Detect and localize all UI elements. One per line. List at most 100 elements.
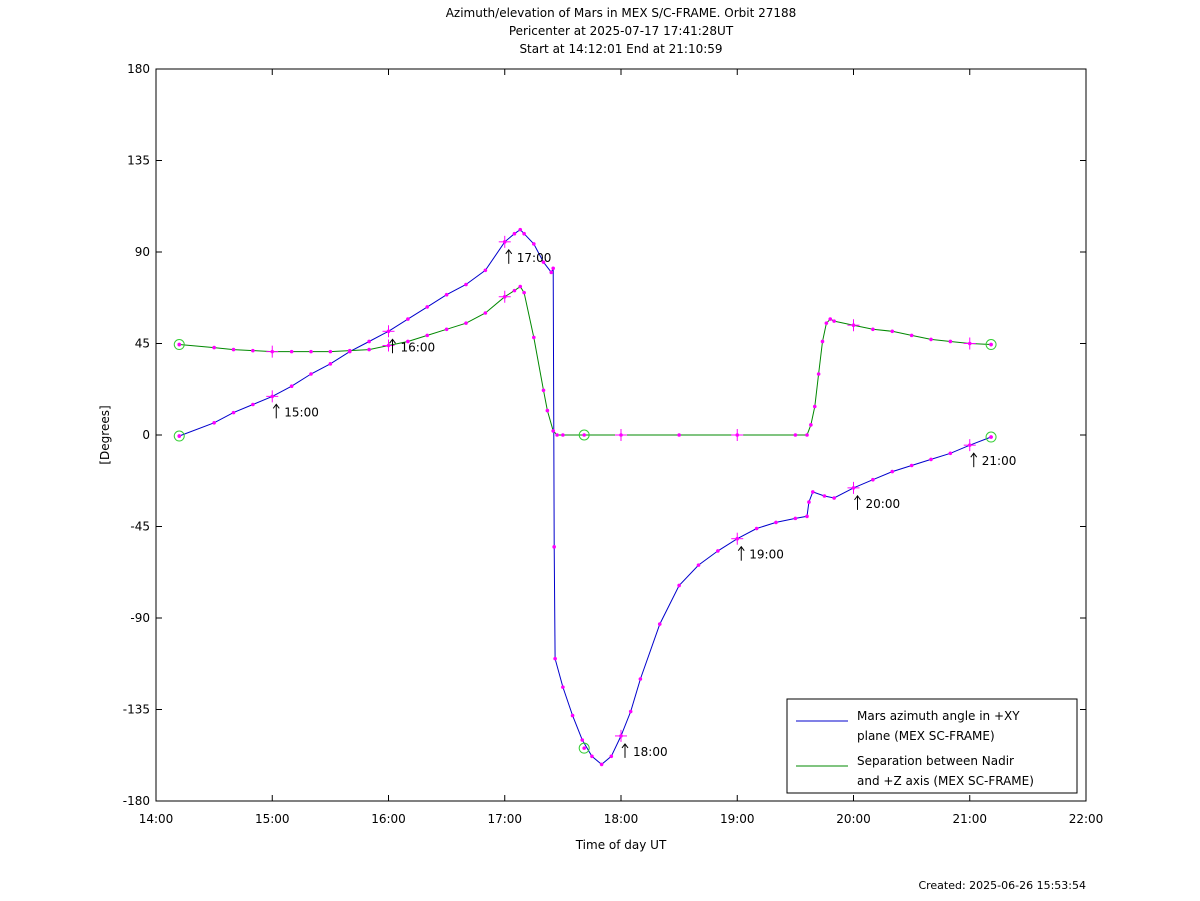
data-point	[518, 227, 523, 232]
data-point	[909, 463, 914, 468]
annotation-arrow-head	[970, 452, 978, 458]
data-point	[890, 329, 895, 334]
legend: Mars azimuth angle in +XY plane (MEX SC-F…	[786, 698, 1078, 794]
data-point	[522, 290, 526, 295]
annotation-arrow-head	[272, 403, 280, 409]
data-point	[532, 242, 536, 246]
y-tick-label: -180	[123, 794, 150, 808]
circle-marker	[173, 430, 185, 442]
data-point	[807, 500, 811, 504]
plus-marker	[615, 429, 627, 441]
chart-title-line: Azimuth/elevation of Mars in MEX S/C-FRA…	[446, 6, 797, 20]
x-tick-label: 15:00	[255, 812, 290, 826]
data-point	[822, 494, 827, 498]
time-annotation: 15:00	[272, 403, 319, 419]
data-point	[518, 284, 523, 289]
data-point	[657, 622, 662, 626]
data-point	[871, 327, 875, 332]
circle-marker	[985, 431, 997, 443]
data-point	[212, 345, 216, 350]
plus-marker	[266, 390, 279, 403]
data-point	[551, 266, 555, 271]
data-point	[793, 433, 798, 437]
chart-title: Azimuth/elevation of Mars in MEX S/C-FRA…	[446, 6, 797, 56]
data-point	[555, 433, 559, 437]
data-point	[599, 762, 604, 767]
annotation-arrow-head	[505, 248, 513, 255]
data-point	[909, 333, 914, 338]
y-tick-label: 45	[135, 337, 150, 351]
time-annotation: 20:00	[854, 495, 901, 511]
legend-label: plane (MEX SC-FRAME)	[857, 729, 995, 743]
annotation-label: 19:00	[749, 548, 784, 562]
chart-title-line: Pericenter at 2025-07-17 17:41:28UT	[509, 24, 734, 38]
data-point	[483, 268, 488, 273]
data-point	[628, 709, 633, 714]
data-point	[289, 349, 294, 354]
data-point	[570, 713, 575, 718]
x-tick-label: 14:00	[139, 812, 174, 826]
circle-marker	[985, 339, 997, 351]
data-point	[425, 333, 430, 338]
data-point	[367, 347, 371, 352]
data-point	[425, 305, 430, 309]
data-point	[561, 433, 565, 437]
data-point	[948, 451, 953, 456]
circle-marker-center	[989, 342, 993, 347]
data-point	[541, 260, 546, 264]
x-tick-label: 19:00	[720, 812, 755, 826]
annotation-label: 16:00	[401, 340, 436, 354]
data-point	[541, 388, 546, 393]
annotation-arrow-head	[854, 495, 861, 501]
x-tick-label: 20:00	[836, 812, 871, 826]
annotation-label: 20:00	[866, 497, 901, 511]
data-point	[553, 656, 557, 661]
plus-marker	[266, 345, 279, 358]
chart-title-line: Start at 14:12:01 End at 21:10:59	[519, 42, 722, 56]
data-point	[444, 292, 449, 297]
x-tick-label: 22:00	[1069, 812, 1104, 826]
data-point	[231, 347, 236, 352]
circle-marker	[578, 742, 590, 754]
y-axis: 180 135 90 45 0 -45 -90 -135 -180	[123, 62, 1086, 808]
data-point	[545, 408, 550, 413]
data-point	[805, 514, 809, 519]
data-point	[812, 404, 817, 409]
data-point	[251, 348, 255, 353]
plus-marker	[963, 439, 976, 452]
plus-marker	[498, 235, 511, 248]
data-point	[464, 282, 468, 287]
circle-marker-center	[177, 434, 182, 438]
data-point	[793, 516, 798, 521]
y-tick-label: -90	[130, 611, 150, 625]
separation-series-line	[179, 285, 992, 436]
data-point	[367, 339, 371, 344]
time-annotation: 18:00	[621, 743, 668, 759]
data-point	[328, 349, 333, 354]
time-annotation: 21:00	[970, 452, 1016, 468]
plus-marker	[615, 729, 627, 742]
data-point	[774, 520, 778, 525]
data-point	[716, 549, 720, 553]
data-point	[512, 288, 517, 293]
annotation-label: 18:00	[633, 745, 668, 759]
plus-marker	[847, 481, 860, 494]
data-point	[948, 339, 953, 344]
data-point	[832, 496, 836, 500]
data-point	[464, 321, 468, 325]
data-point	[328, 362, 333, 366]
y-tick-label: 90	[135, 245, 150, 259]
data-point	[754, 526, 759, 531]
annotation-layer: 15:00 16:00 17:00 18:00 19:00 20:00 21:00	[272, 248, 1016, 759]
data-point	[824, 321, 829, 325]
azimuth-series-line	[179, 228, 992, 766]
plus-marker	[731, 429, 744, 441]
legend-label: Mars azimuth angle in +XY	[857, 709, 1020, 723]
data-point	[816, 372, 821, 376]
annotation-arrow-head	[389, 338, 396, 344]
x-axis: 14:00 15:00 16:00 17:00 18:00 19:00 20:00 21:00…	[139, 69, 1104, 826]
data-point	[561, 685, 565, 689]
data-point	[820, 339, 825, 344]
time-annotation: 17:00	[505, 248, 551, 265]
data-point	[551, 429, 555, 433]
